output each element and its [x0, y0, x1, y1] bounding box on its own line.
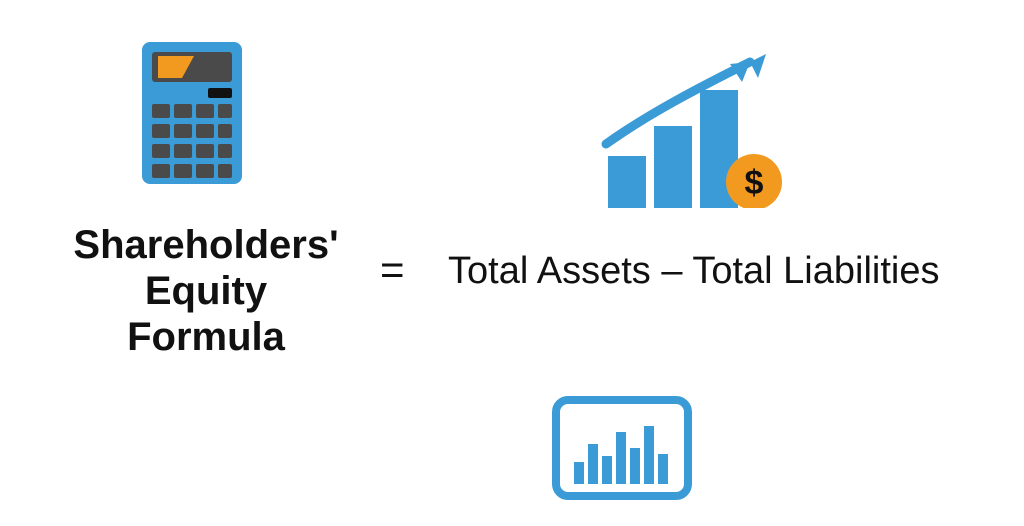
- mini-bar-chart-icon: [552, 396, 692, 500]
- growth-chart-icon: $: [588, 48, 798, 208]
- title-line-2: Equity: [56, 268, 356, 314]
- equals-sign: =: [380, 246, 405, 294]
- title-line-1: Shareholders': [56, 222, 356, 268]
- infographic-stage: $ Shareholders' Equity Formula = Total A…: [0, 0, 1024, 526]
- equation-right: Total Assets – Total Liabilities: [448, 250, 939, 293]
- svg-text:$: $: [745, 164, 764, 202]
- total-assets-text: Total Assets: [448, 250, 651, 292]
- total-liabilities-text: Total Liabilities: [692, 250, 939, 292]
- calculator-icon: [138, 38, 246, 188]
- title-line-3: Formula: [56, 314, 356, 360]
- minus-sign: –: [661, 250, 682, 292]
- formula-title: Shareholders' Equity Formula: [56, 222, 356, 360]
